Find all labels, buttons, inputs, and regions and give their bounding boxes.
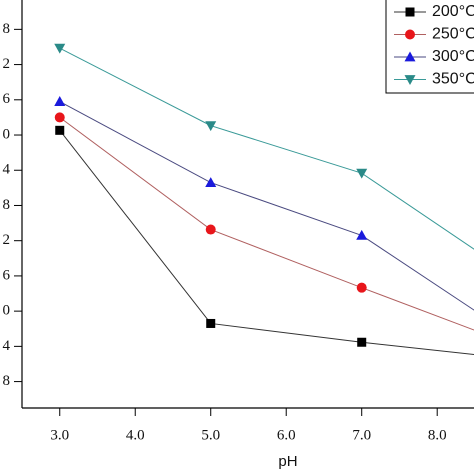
series-line [59,47,474,250]
x-tick-label: 3.0 [50,427,69,443]
series-line [59,117,474,331]
marker [404,75,416,85]
marker [54,112,65,123]
y-tick-label: 0 [3,303,11,319]
plot-area [54,43,474,355]
y-tick-label: 4 [3,338,11,354]
y-tick-label: 8 [3,21,11,37]
x-tick-label: 5.0 [201,427,220,443]
series-line [59,101,474,311]
x-tick-label: 4.0 [126,427,145,443]
marker [356,282,367,293]
legend-label: 200°C [432,3,474,20]
marker [356,229,368,240]
legend-label: 350°C [432,71,474,88]
marker [55,125,65,135]
marker [405,29,415,40]
legend-label: 250°C [432,26,474,43]
marker [205,121,217,132]
marker [205,224,216,235]
marker [206,318,216,328]
y-tick-label: 2 [3,56,11,72]
y-tick-label: 8 [3,197,11,213]
series-line [59,130,474,355]
marker [54,43,66,54]
marker [54,96,66,106]
legend-box [385,0,474,94]
marker [357,337,367,347]
y-tick-label: 2 [3,232,11,248]
x-axis-label: pH [278,453,297,470]
y-tick-label: 6 [3,91,11,107]
marker [405,7,415,17]
y-tick-label: 4 [3,162,11,178]
y-tick-label: 0 [3,126,11,142]
marker [205,177,217,187]
x-tick-label: 7.0 [352,427,371,443]
y-tick-label: 6 [3,267,11,283]
y-tick-label: 8 [3,373,11,389]
marker [356,168,368,179]
marker [404,51,416,62]
legend-label: 300°C [432,48,474,65]
x-tick-label: 6.0 [277,427,296,443]
x-tick-label: 8.0 [428,427,447,443]
